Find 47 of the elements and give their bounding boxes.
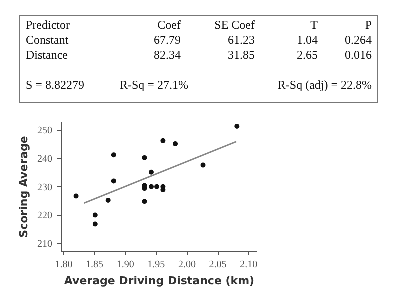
point (148, 184, 154, 190)
x-tick-label: 2.05 (209, 260, 227, 270)
text: SE Coef (214, 17, 255, 33)
point (111, 152, 116, 158)
x-tick-label: 1.85 (86, 260, 104, 270)
x-tick-label: 1.90 (116, 260, 134, 270)
text: 67.79 (154, 32, 181, 48)
x-tick-label: 1.95 (148, 260, 166, 270)
x-axis-title: Average Driving Distance (km) (64, 274, 255, 288)
text: 61.23 (228, 32, 255, 48)
x-tick-label: 2.10 (240, 260, 258, 270)
text: Predictor (26, 17, 70, 33)
text: S = 8.82279 (26, 77, 84, 93)
text: Coef (158, 17, 181, 33)
point (154, 184, 160, 190)
text: T (310, 17, 318, 33)
point (173, 142, 178, 147)
text: 0.016 (345, 47, 372, 63)
y-tick-label: 210 (38, 239, 52, 250)
x-tick-label: 1.80 (55, 260, 73, 270)
point (111, 178, 116, 184)
text: P (365, 17, 372, 33)
point (234, 124, 240, 129)
x-tick-label: 2.00 (178, 260, 196, 270)
text: 0.264 (345, 32, 372, 48)
point (148, 170, 154, 175)
point (200, 162, 206, 168)
text: 2.65 (297, 47, 318, 63)
text: Constant (26, 32, 69, 48)
y-tick-label: 230 (38, 182, 52, 194)
y-axis-title: Scoring Average (18, 136, 30, 238)
point (74, 194, 79, 199)
y-tick-label: 220 (38, 210, 52, 222)
y-tick-label: 240 (38, 154, 52, 166)
point (160, 138, 166, 144)
text: 31.85 (228, 47, 255, 63)
point (142, 199, 148, 204)
text: 82.34 (154, 47, 181, 63)
text: Distance (26, 47, 68, 63)
point (106, 198, 111, 203)
point (92, 212, 98, 218)
point (142, 155, 148, 160)
point (92, 222, 98, 227)
y-tick-label: 250 (38, 126, 52, 137)
text: R-Sq (adj) = 22.8% (278, 77, 372, 93)
text: 1.04 (297, 32, 318, 48)
text: R-Sq = 27.1% (120, 77, 188, 93)
